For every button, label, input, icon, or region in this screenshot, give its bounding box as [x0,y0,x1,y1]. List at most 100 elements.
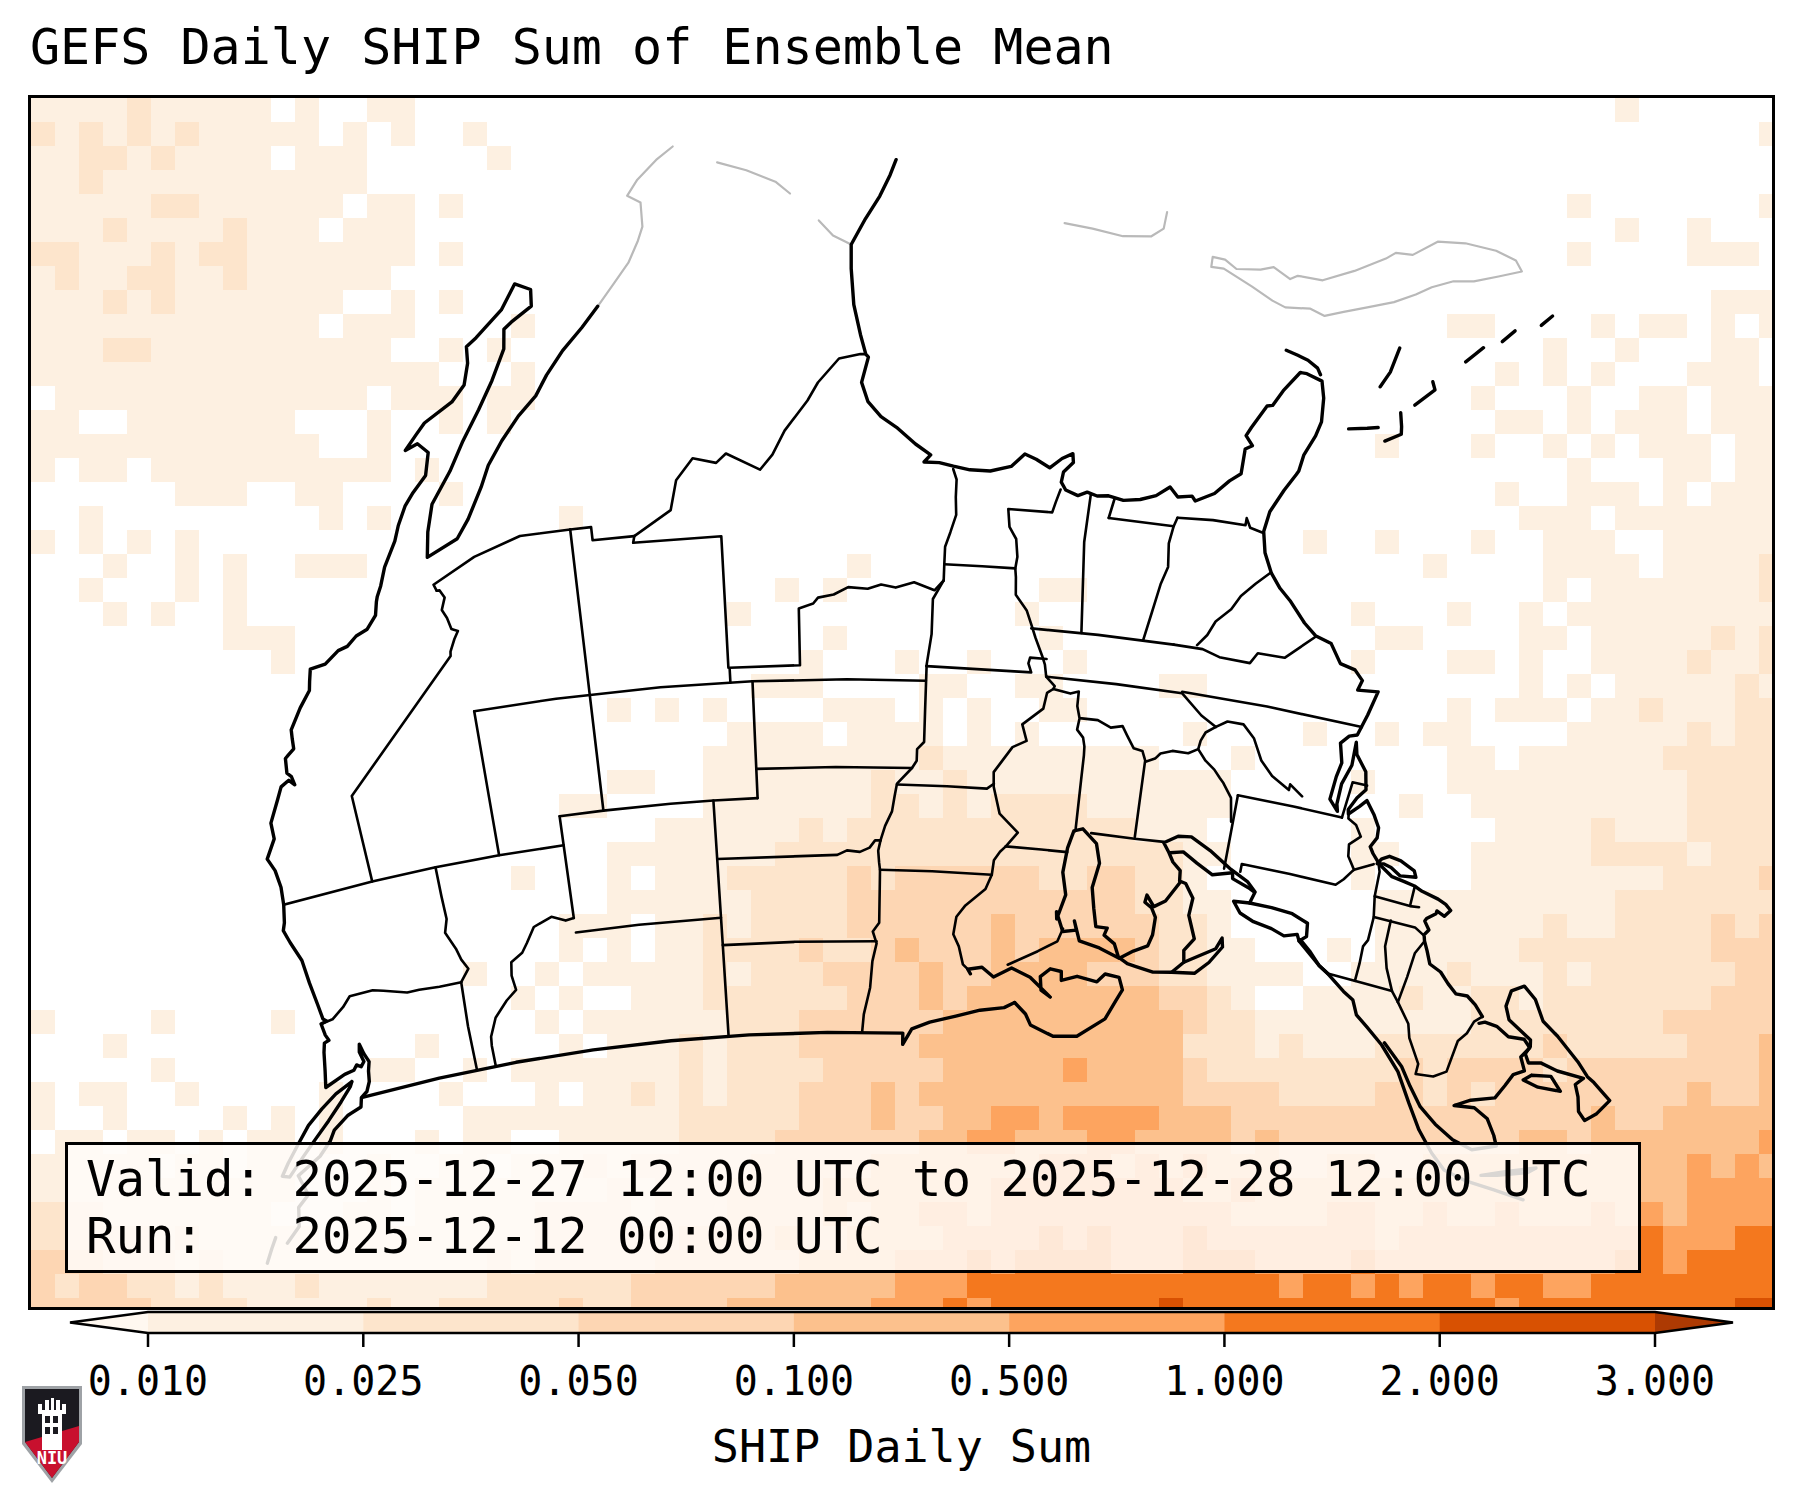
colorbar-segment [1009,1312,1225,1333]
map-line [1197,573,1270,645]
map-line [730,580,944,682]
figure-title: GEFS Daily SHIP Sum of Ensemble Mean [30,18,1114,76]
map-line [880,870,992,875]
map-line [1523,1075,1560,1091]
map-line [1065,212,1168,236]
colorbar-area: 0.010 0.025 0.050 0.100 0.500 1.000 2.000 3.000… [0,1310,1803,1500]
map-line [1109,518,1174,526]
figure-root: GEFS Daily SHIP Sum of Ensemble Mean Val… [0,0,1803,1500]
map-line [633,536,728,668]
map-line [1502,331,1515,342]
map-line [1506,986,1610,1120]
map-line [576,918,721,933]
map-line [851,160,1482,1017]
map-line [461,982,477,1070]
map-line [598,147,673,307]
map-line [1109,498,1115,518]
map-line [474,681,752,711]
map-line [1178,518,1264,533]
map-line [1238,795,1342,817]
run-time: Run: 2025-12-12 00:00 UTC [86,1208,883,1265]
valid-time: Valid: 2025-12-27 12:00 UTC to 2025-12-2… [86,1151,1591,1208]
map-line [1398,942,1424,1003]
colorbar-tick-label: 0.010 [88,1358,208,1404]
map-line [634,354,866,536]
map-line [1174,636,1317,663]
map-line [1081,494,1091,633]
map-line [1349,428,1379,429]
colorbar-tick-label: 0.050 [518,1358,638,1404]
map-line [717,162,790,193]
colorbar-segment [363,1312,579,1333]
map-line [1143,518,1177,641]
map-line [560,798,758,816]
map-line [633,536,634,543]
map-line [753,679,926,681]
map-line [753,681,758,798]
map-line [436,867,469,982]
info-box: Valid: 2025-12-27 12:00 UTC to 2025-12-2… [65,1142,1641,1273]
colorbar-arrow [1655,1312,1733,1333]
map-line [717,840,880,859]
map-line [434,530,571,591]
map-line [352,590,458,881]
map-lines [31,98,1772,1307]
map-line [474,711,499,855]
map-line [560,816,574,918]
colorbar-tick-label: 0.500 [949,1358,1069,1404]
map-line [321,982,461,1024]
map-line [994,689,1054,846]
map-line [1385,921,1392,992]
niu-logo: NIU [20,1382,84,1486]
map-line [1211,242,1522,316]
colorbar-tick-label: 1.000 [1164,1358,1284,1404]
map-line [1541,316,1552,325]
map-line [1410,888,1414,905]
colorbar-tick-label: 0.025 [303,1358,423,1404]
map-line [881,666,927,840]
colorbar-arrow [70,1312,148,1333]
map-line [1415,382,1435,406]
colorbar-tick-label: 0.100 [734,1358,854,1404]
map-line [992,846,1006,874]
map-line [1091,833,1164,842]
colorbar-segment [1224,1312,1440,1333]
colorbar-tick-label: 3.000 [1595,1358,1715,1404]
map-line [953,875,992,969]
map-line [267,284,598,1243]
colorbar-segment [794,1312,1010,1333]
map-line [1031,628,1173,644]
map-line [723,941,877,945]
map-line [926,580,943,666]
map-line [1216,722,1302,797]
map-line [1120,883,1180,959]
map-line [927,658,1047,673]
map-line [1398,1002,1483,1076]
map-line [1380,348,1400,387]
map-line [756,767,912,769]
colorbar-segment [579,1312,795,1333]
map-line [1385,413,1402,441]
map-line [1354,864,1374,870]
logo-text: NIU [37,1448,68,1468]
map-line [944,564,1015,568]
map-line [819,220,851,244]
colorbar-label: SHIP Daily Sum [712,1420,1091,1473]
map-line [897,784,994,789]
map-line [1466,348,1484,362]
colorbar-tick-label: 2.000 [1380,1358,1500,1404]
map-line [1286,350,1320,375]
map-line [284,845,564,905]
map-line [491,917,574,1066]
map-panel: Valid: 2025-12-27 12:00 UTC to 2025-12-2… [28,95,1775,1310]
map-line [1006,846,1067,852]
map-line [1135,762,1145,837]
map-line [1057,829,1119,958]
map-line [1075,720,1084,832]
map-line [1008,929,1063,965]
map-line [570,527,634,540]
map-line [570,530,603,811]
map-line [1198,749,1231,822]
map-line [968,967,1123,1036]
colorbar-segment [1440,1312,1656,1333]
